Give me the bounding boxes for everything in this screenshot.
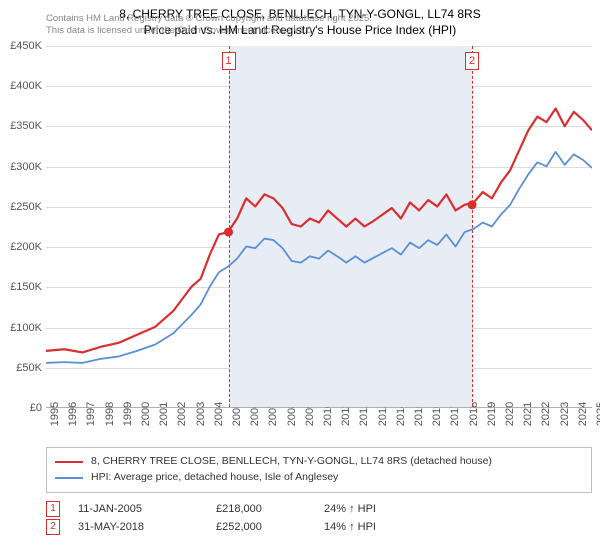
sale-marker-box: 2	[465, 52, 479, 70]
attrib-line-2: This data is licensed under the Open Gov…	[46, 25, 372, 37]
sale-row: 1 11-JAN-2005 £218,000 24% ↑ HPI	[46, 501, 592, 517]
y-axis-label: £300K	[0, 161, 42, 173]
attrib-line-1: Contains HM Land Registry data © Crown c…	[46, 13, 372, 25]
line-layer	[46, 46, 592, 407]
sale-pct: 24% ↑ HPI	[324, 503, 414, 515]
sale-date: 31-MAY-2018	[78, 521, 198, 533]
sale-pct: 14% ↑ HPI	[324, 521, 414, 533]
sale-row-marker: 2	[46, 519, 60, 535]
legend-label-property: 8, CHERRY TREE CLOSE, BENLLECH, TYN-Y-GO…	[91, 454, 492, 470]
y-axis-label: £200K	[0, 241, 42, 253]
y-axis-label: £100K	[0, 322, 42, 334]
y-axis-label: £0	[0, 402, 42, 414]
plot-area: 12	[46, 46, 592, 408]
sale-date: 11-JAN-2005	[78, 503, 198, 515]
sale-marker-box: 1	[222, 52, 236, 70]
x-axis-label: 2025	[595, 402, 600, 426]
legend-row-property: 8, CHERRY TREE CLOSE, BENLLECH, TYN-Y-GO…	[55, 454, 583, 470]
series-line	[46, 152, 592, 363]
sale-dot	[225, 228, 233, 236]
sale-dot	[468, 201, 476, 209]
legend-panel: 8, CHERRY TREE CLOSE, BENLLECH, TYN-Y-GO…	[46, 447, 592, 537]
sale-price: £218,000	[216, 503, 306, 515]
legend-box: 8, CHERRY TREE CLOSE, BENLLECH, TYN-Y-GO…	[46, 447, 592, 493]
y-axis-label: £400K	[0, 80, 42, 92]
y-axis-label: £450K	[0, 40, 42, 52]
attribution: Contains HM Land Registry data © Crown c…	[46, 13, 372, 37]
sale-table: 1 11-JAN-2005 £218,000 24% ↑ HPI 2 31-MAY-201…	[46, 501, 592, 535]
swatch-hpi	[55, 477, 83, 479]
y-axis-label: £150K	[0, 281, 42, 293]
price-chart: 8, CHERRY TREE CLOSE, BENLLECH, TYN-Y-GO…	[0, 0, 600, 38]
legend-label-hpi: HPI: Average price, detached house, Isle…	[91, 470, 338, 486]
y-axis-label: £250K	[0, 201, 42, 213]
y-axis-label: £50K	[0, 362, 42, 374]
series-line	[46, 109, 592, 353]
legend-row-hpi: HPI: Average price, detached house, Isle…	[55, 470, 583, 486]
sale-row: 2 31-MAY-2018 £252,000 14% ↑ HPI	[46, 519, 592, 535]
sale-row-marker: 1	[46, 501, 60, 517]
sale-price: £252,000	[216, 521, 306, 533]
y-axis-label: £350K	[0, 120, 42, 132]
swatch-property	[55, 461, 83, 463]
